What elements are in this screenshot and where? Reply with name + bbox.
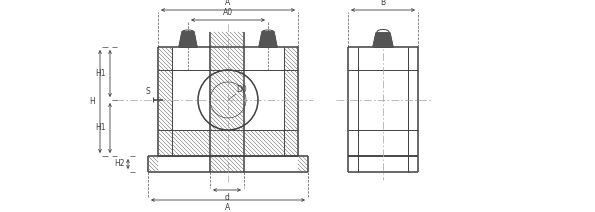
Polygon shape [179,32,197,47]
Polygon shape [373,33,393,47]
Text: B: B [380,0,386,7]
Text: H1: H1 [96,124,106,132]
Text: d: d [224,193,230,202]
Text: H2: H2 [114,159,125,169]
Text: A: A [226,0,231,7]
Text: H1: H1 [96,69,106,78]
Text: S: S [145,87,150,96]
Text: A: A [226,203,231,212]
Polygon shape [259,32,277,47]
Text: A0: A0 [223,8,233,17]
Text: D0: D0 [236,85,247,94]
Text: H: H [89,97,95,106]
